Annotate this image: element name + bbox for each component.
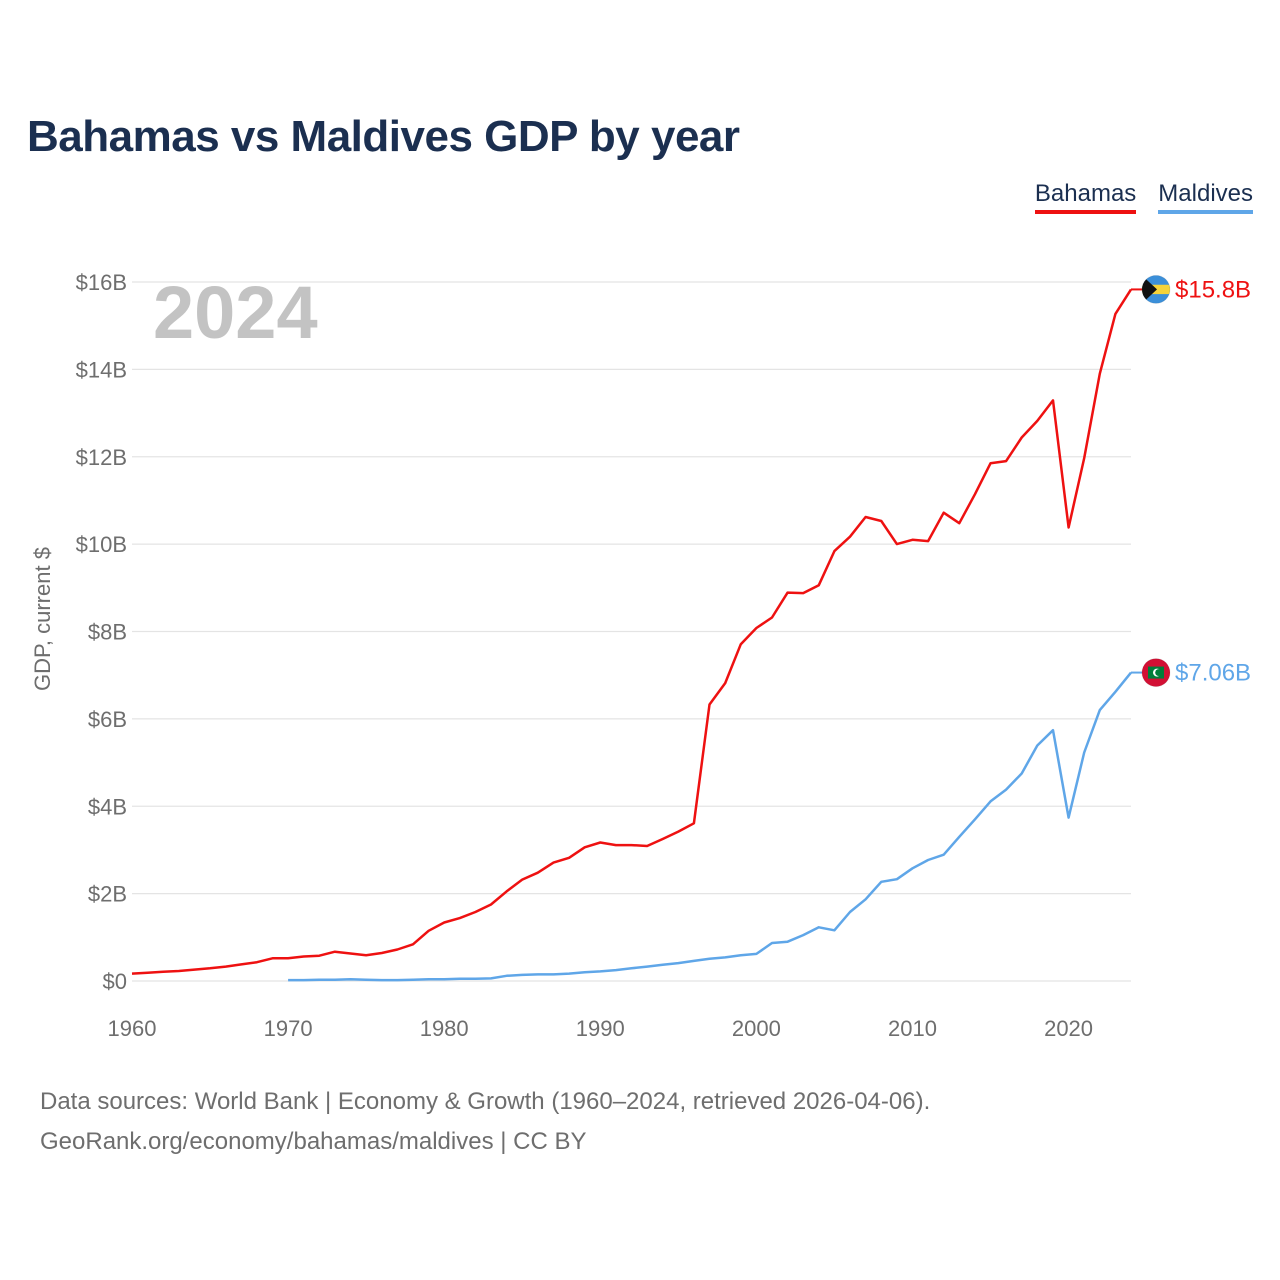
x-tick-label: 2020 [1044, 1016, 1093, 1041]
series-lines [131, 288, 1133, 982]
x-tick-label: 2000 [732, 1016, 781, 1041]
x-tick-label: 1990 [576, 1016, 625, 1041]
chart-title: Bahamas vs Maldives GDP by year [27, 112, 740, 161]
y-tick-label: $0 [103, 969, 127, 994]
end-value-label: $7.06B [1175, 660, 1251, 687]
y-tick-label: $8B [88, 620, 127, 645]
legend-item-bahamas[interactable]: Bahamas [1034, 180, 1137, 214]
gdp-line-chart: 2024 GDP, current $ $0 $2B $4B $6B $8B $10B $1… [30, 270, 1251, 1041]
series-line-bahamas[interactable] [131, 288, 1133, 975]
y-tick-labels: $0 $2B $4B $6B $8B $10B $12B $14B $16B [76, 270, 127, 994]
y-tick-label: $6B [88, 707, 127, 732]
y-tick-label: $10B [76, 532, 127, 557]
legend: Bahamas Maldives [1034, 180, 1253, 214]
x-tick-labels: 1960 1970 1980 1990 2000 2010 2020 [108, 1016, 1094, 1041]
maldives-flag-icon [1141, 658, 1171, 688]
y-tick-label: $16B [76, 270, 127, 295]
end-value-label: $15.8B [1175, 276, 1251, 303]
x-tick-label: 1960 [108, 1016, 157, 1041]
source-line-1: Data sources: World Bank | Economy & Gro… [40, 1088, 931, 1115]
x-tick-label: 1980 [420, 1016, 469, 1041]
x-tick-label: 2010 [888, 1016, 937, 1041]
gridlines [132, 281, 1131, 982]
bahamas-flag-icon [1141, 274, 1171, 304]
y-tick-label: $4B [88, 794, 127, 819]
year-watermark: 2024 [153, 271, 318, 354]
y-axis-label: GDP, current $ [30, 547, 55, 691]
x-tick-label: 1970 [264, 1016, 313, 1041]
source-line-2: GeoRank.org/economy/bahamas/maldives | C… [40, 1128, 587, 1155]
y-tick-label: $12B [76, 445, 127, 470]
source-note: Data sources: World Bank | Economy & Gro… [40, 1082, 930, 1162]
series-line-maldives[interactable] [288, 671, 1132, 982]
y-tick-label: $2B [88, 882, 127, 907]
y-tick-label: $14B [76, 357, 127, 382]
legend-item-maldives[interactable]: Maldives [1158, 180, 1253, 214]
end-markers: $15.8B $7.06B [1131, 274, 1251, 688]
